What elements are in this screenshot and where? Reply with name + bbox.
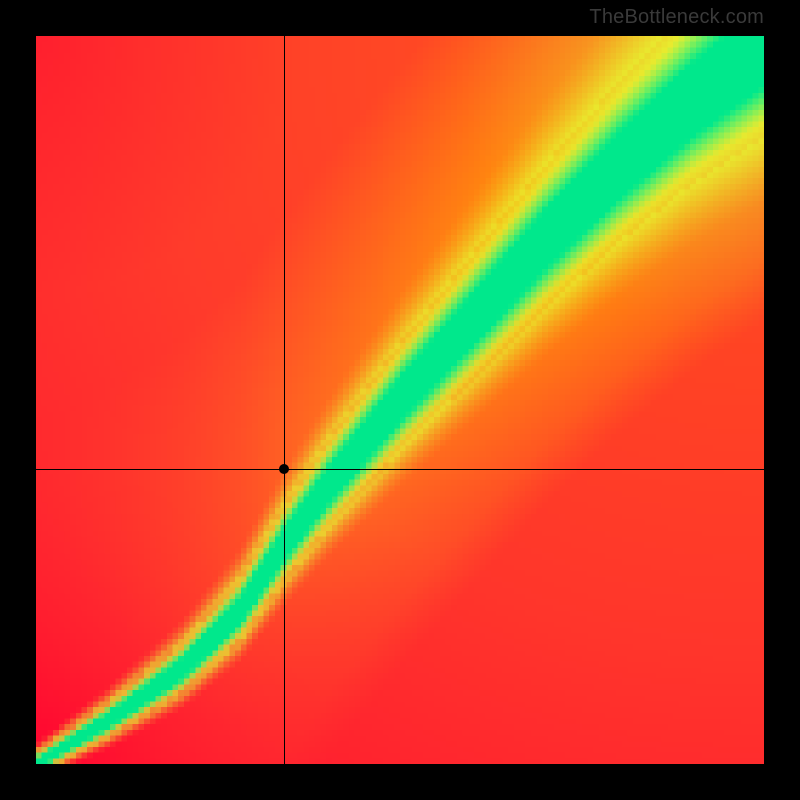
bottleneck-heatmap: [36, 36, 764, 764]
crosshair-horizontal: [36, 469, 764, 470]
crosshair-marker: [279, 464, 289, 474]
watermark-text: TheBottleneck.com: [589, 6, 764, 29]
crosshair-vertical: [284, 36, 285, 764]
